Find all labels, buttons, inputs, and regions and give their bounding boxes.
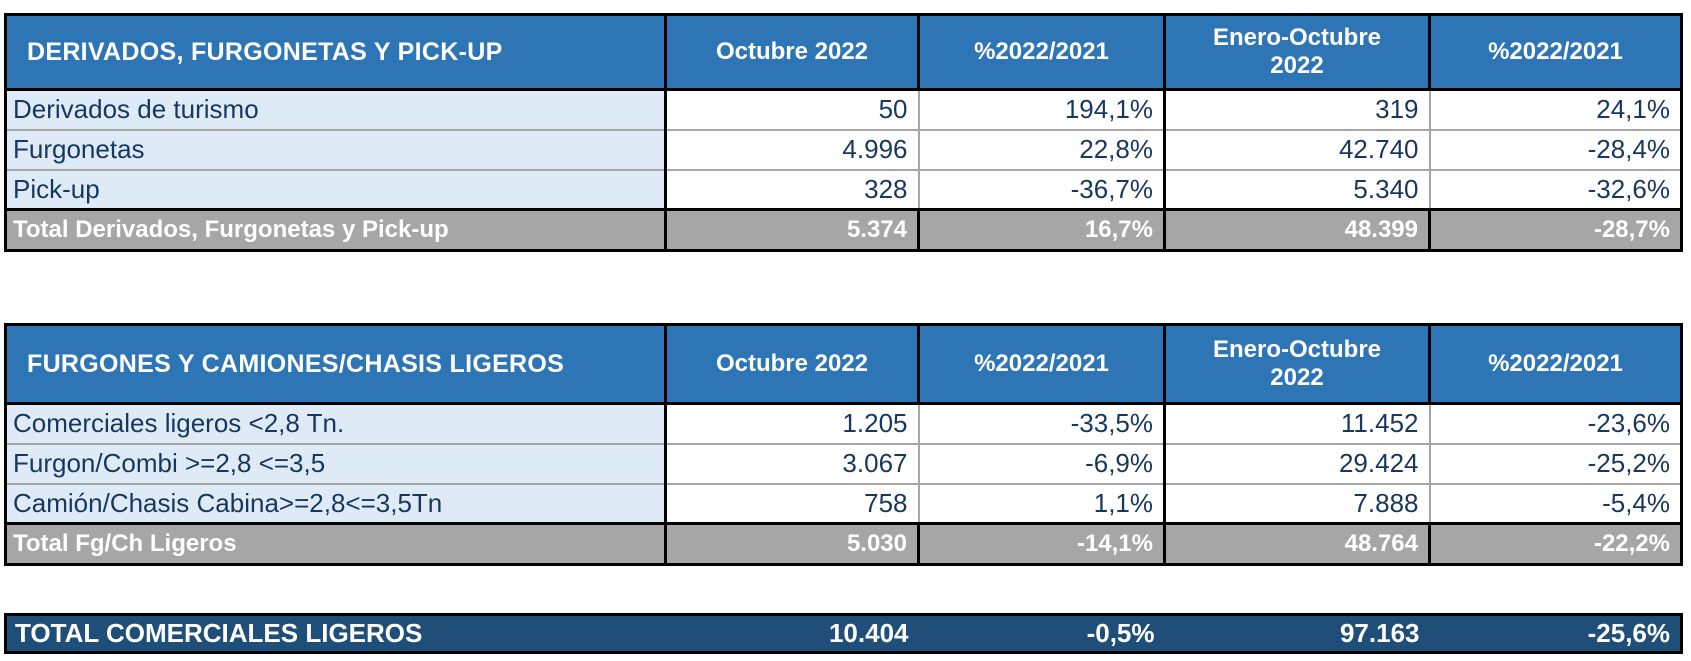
table-total-row: Total Fg/Ch Ligeros 5.030 -14,1% 48.764 …	[4, 522, 1683, 566]
cell-value: 758	[665, 482, 920, 525]
cell-value: -6,9%	[918, 442, 1166, 485]
grand-total-value: -25,6%	[1429, 614, 1682, 653]
cell-value: -33,5%	[918, 402, 1166, 445]
total-cell-value: 5.374	[664, 208, 920, 252]
table-row: Furgon/Combi >=2,8 <=3,5 3.067 -6,9% 29.…	[4, 442, 1682, 485]
table-row: Derivados de turismo 50 194,1% 319 24,1%	[4, 88, 1682, 131]
cell-value: -23,6%	[1429, 402, 1682, 445]
column-header-octubre-2022: Octubre 2022	[664, 323, 920, 405]
total-cell-value: 5.030	[664, 522, 920, 566]
table-row: Furgonetas 4.996 22,8% 42.740 -28,4%	[4, 128, 1682, 171]
cell-value: 3.067	[665, 442, 920, 485]
cell-value: -32,6%	[1429, 168, 1682, 211]
total-row-label: Total Fg/Ch Ligeros	[4, 522, 667, 566]
cell-value: 24,1%	[1429, 88, 1682, 131]
row-label: Comerciales ligeros <2,8 Tn.	[4, 402, 667, 445]
grand-total-value: 10.404	[665, 614, 919, 653]
table-title: DERIVADOS, FURGONETAS Y PICK-UP	[4, 13, 667, 91]
table-header-row: DERIVADOS, FURGONETAS Y PICK-UP Octubre …	[4, 13, 1683, 91]
row-label: Furgonetas	[4, 128, 667, 171]
cell-value: 1.205	[665, 402, 920, 445]
row-label: Furgon/Combi >=2,8 <=3,5	[4, 442, 667, 485]
cell-value: -28,4%	[1429, 128, 1682, 171]
column-header-pct-2022-2021-ytd: %2022/2021	[1428, 323, 1683, 405]
total-row-label: Total Derivados, Furgonetas y Pick-up	[4, 208, 667, 252]
cell-value: 29.424	[1164, 442, 1431, 485]
row-label: Camión/Chasis Cabina>=2,8<=3,5Tn	[4, 482, 667, 525]
column-header-octubre-2022: Octubre 2022	[664, 13, 920, 91]
cell-value: 5.340	[1164, 168, 1431, 211]
row-label: Pick-up	[4, 168, 667, 211]
table-total-row: Total Derivados, Furgonetas y Pick-up 5.…	[4, 208, 1683, 252]
total-cell-value: 48.399	[1163, 208, 1431, 252]
total-cell-value: 48.764	[1163, 522, 1431, 566]
total-cell-value: -28,7%	[1428, 208, 1683, 252]
table-furgones-camiones-chasis: FURGONES Y CAMIONES/CHASIS LIGEROS Octub…	[4, 323, 1683, 566]
cell-value: -5,4%	[1429, 482, 1682, 525]
cell-value: 319	[1164, 88, 1431, 131]
table-row: Pick-up 328 -36,7% 5.340 -32,6%	[4, 168, 1682, 211]
total-cell-value: -22,2%	[1428, 522, 1683, 566]
cell-value: -36,7%	[918, 168, 1166, 211]
cell-value: 42.740	[1164, 128, 1431, 171]
column-header-enero-octubre-2022: Enero-Octubre 2022	[1163, 13, 1431, 91]
cell-value: 22,8%	[918, 128, 1166, 171]
total-cell-value: -14,1%	[917, 522, 1166, 566]
table-title: FURGONES Y CAMIONES/CHASIS LIGEROS	[4, 323, 667, 405]
column-header-pct-2022-2021-ytd: %2022/2021	[1428, 13, 1683, 91]
cell-value: 328	[665, 168, 920, 211]
cell-value: 11.452	[1164, 402, 1431, 445]
table-row: Camión/Chasis Cabina>=2,8<=3,5Tn 758 1,1…	[4, 482, 1682, 525]
row-label: Derivados de turismo	[4, 88, 667, 131]
cell-value: -25,2%	[1429, 442, 1682, 485]
cell-value: 50	[665, 88, 920, 131]
cell-value: 4.996	[665, 128, 920, 171]
cell-value: 7.888	[1164, 482, 1431, 525]
column-header-pct-2022-2021: %2022/2021	[917, 13, 1166, 91]
cell-value: 194,1%	[918, 88, 1166, 131]
column-header-enero-octubre-2022: Enero-Octubre 2022	[1163, 323, 1431, 405]
table-derivados-furgonetas-pickup: DERIVADOS, FURGONETAS Y PICK-UP Octubre …	[4, 13, 1683, 252]
total-cell-value: 16,7%	[917, 208, 1166, 252]
grand-total-row: TOTAL COMERCIALES LIGEROS 10.404 -0,5% 9…	[5, 614, 1682, 653]
grand-total-bar: TOTAL COMERCIALES LIGEROS 10.404 -0,5% 9…	[4, 613, 1683, 654]
table-row: Comerciales ligeros <2,8 Tn. 1.205 -33,5…	[4, 402, 1682, 445]
grand-total-value: -0,5%	[918, 614, 1165, 653]
grand-total-label: TOTAL COMERCIALES LIGEROS	[5, 614, 666, 653]
cell-value: 1,1%	[918, 482, 1166, 525]
grand-total-value: 97.163	[1164, 614, 1430, 653]
table-header-row: FURGONES Y CAMIONES/CHASIS LIGEROS Octub…	[4, 323, 1683, 405]
column-header-pct-2022-2021: %2022/2021	[917, 323, 1166, 405]
